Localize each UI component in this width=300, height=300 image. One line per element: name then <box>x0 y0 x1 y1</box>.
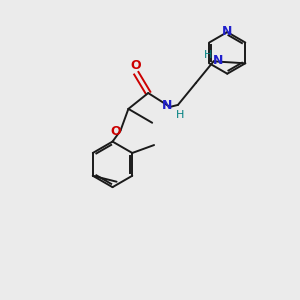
Text: O: O <box>130 59 141 72</box>
Text: O: O <box>110 125 121 138</box>
Text: N: N <box>222 25 232 38</box>
Text: N: N <box>162 99 172 112</box>
Text: H: H <box>176 110 184 120</box>
Text: H: H <box>203 50 212 60</box>
Text: N: N <box>213 54 224 67</box>
